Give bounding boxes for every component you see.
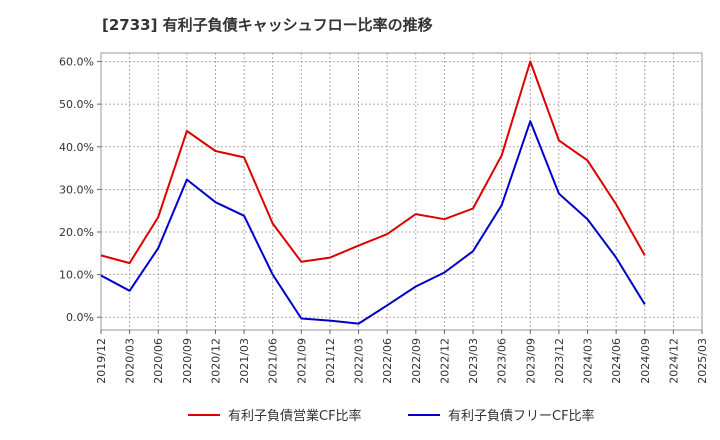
y-axis: 0.0% 10.0% 20.0% 30.0% 40.0% 50.0% 60.0% xyxy=(59,56,101,324)
series-lines xyxy=(100,60,646,325)
y-tick-label: 10.0% xyxy=(59,269,94,282)
x-tick-label: 2020/12 xyxy=(209,338,222,384)
x-tick-label: 2022/06 xyxy=(381,338,394,384)
x-tick-label: 2025/03 xyxy=(696,338,709,384)
grid xyxy=(100,53,703,330)
x-tick-label: 2022/03 xyxy=(353,338,366,384)
legend-label-2: 有利子負債フリーCF比率 xyxy=(448,408,595,424)
x-tick-label: 2020/03 xyxy=(124,338,137,384)
x-tick-label: 2021/09 xyxy=(295,338,308,384)
y-tick-label: 60.0% xyxy=(59,56,94,69)
x-tick-label: 2020/09 xyxy=(181,338,194,384)
plot-area xyxy=(100,52,703,331)
legend-label-1: 有利子負債営業CF比率 xyxy=(228,408,362,424)
legend: 有利子負債営業CF比率 有利子負債フリーCF比率 xyxy=(188,408,595,424)
x-tick-label: 2021/06 xyxy=(267,338,280,384)
x-tick-label: 2022/09 xyxy=(410,338,423,384)
x-tick-label: 2024/09 xyxy=(639,338,652,384)
y-tick-label: 20.0% xyxy=(59,226,94,239)
x-axis: 2019/12 2020/03 2020/06 2020/09 2020/12 2021/… xyxy=(95,330,709,384)
x-tick-label: 2023/09 xyxy=(524,338,537,384)
x-tick-label: 2023/12 xyxy=(553,338,566,384)
x-tick-label: 2023/06 xyxy=(496,338,509,384)
x-tick-label: 2019/12 xyxy=(95,338,108,384)
x-tick-label: 2023/03 xyxy=(467,338,480,384)
x-tick-label: 2024/03 xyxy=(582,338,595,384)
y-tick-label: 30.0% xyxy=(59,183,94,196)
series-line-1 xyxy=(100,60,646,265)
x-tick-label: 2021/12 xyxy=(324,338,337,384)
chart-title: [2733] 有利子負債キャッシュフロー比率の推移 xyxy=(102,16,433,34)
x-tick-label: 2020/06 xyxy=(152,338,165,384)
y-tick-label: 0.0% xyxy=(66,311,94,324)
x-tick-label: 2021/03 xyxy=(238,338,251,384)
x-tick-label: 2024/12 xyxy=(667,338,680,384)
x-tick-label: 2024/06 xyxy=(610,338,623,384)
y-tick-label: 40.0% xyxy=(59,141,94,154)
y-tick-label: 50.0% xyxy=(59,98,94,111)
series-line-2 xyxy=(100,120,646,325)
x-tick-label: 2022/12 xyxy=(438,338,451,384)
